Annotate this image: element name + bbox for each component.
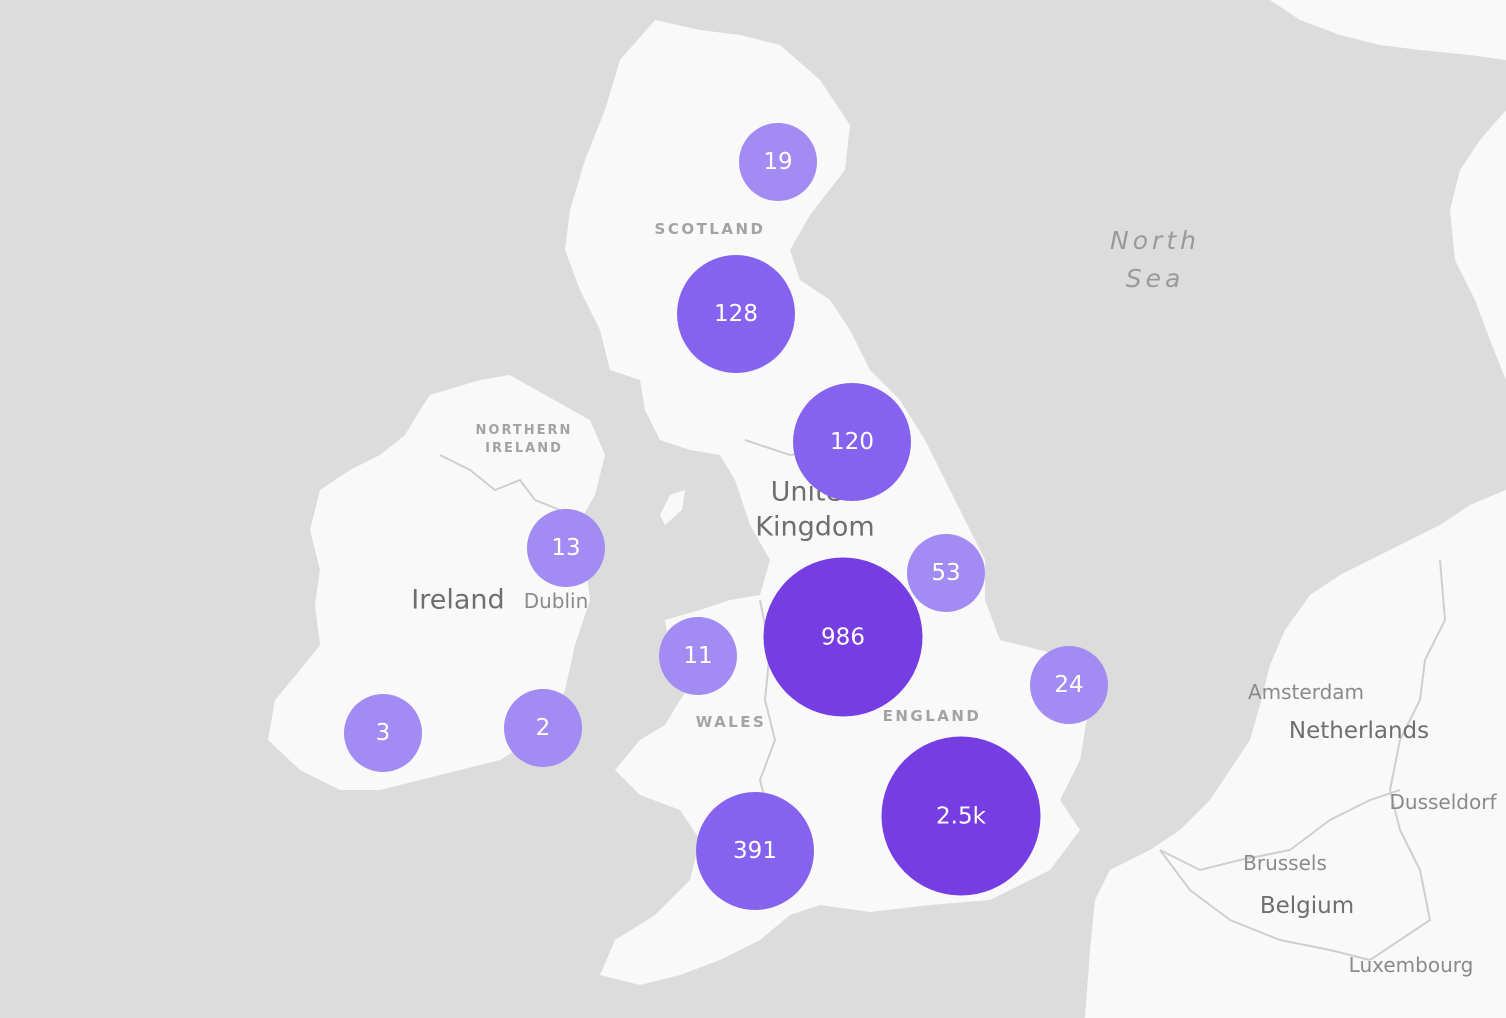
cluster-marker-midlands[interactable]: 986: [763, 557, 923, 717]
cluster-marker-north-scotland[interactable]: 19: [739, 123, 817, 201]
cluster-count: 2.5k: [936, 803, 986, 829]
label-uk-line2: Kingdom: [755, 511, 875, 543]
label-wales: WALES: [695, 713, 767, 731]
cluster-marker-southeast-ireland[interactable]: 2: [504, 689, 582, 767]
ni-border: [439, 454, 561, 511]
cluster-marker-southwest-ireland[interactable]: 3: [344, 694, 422, 772]
label-ireland: Ireland: [411, 584, 505, 616]
cluster-marker-dublin-area[interactable]: 13: [527, 509, 605, 587]
label-northern-ireland-line2: IRELAND: [485, 441, 563, 456]
cluster-marker-central-scotland[interactable]: 128: [677, 255, 795, 373]
cluster-count: 53: [931, 560, 961, 586]
nl-be-border: [1159, 789, 1401, 872]
be-fr-border: [1159, 849, 1371, 961]
continent-landmass: [1085, 490, 1506, 1018]
cluster-marker-east-anglia[interactable]: 24: [1030, 646, 1108, 724]
cluster-marker-southwest-england[interactable]: 391: [696, 792, 814, 910]
label-north-sea-line2: Sea: [1125, 264, 1185, 293]
isle-of-man: [660, 490, 685, 525]
label-northern-ireland: NORTHERN IRELAND: [476, 422, 573, 458]
scandinavia-landmass: [1270, 0, 1506, 60]
label-dusseldorf: Dusseldorf: [1389, 790, 1497, 814]
cluster-count: 13: [551, 535, 581, 561]
label-north-sea: North Sea: [1110, 222, 1200, 298]
label-dublin: Dublin: [523, 589, 589, 613]
nl-de-border: [1389, 559, 1447, 791]
be-de-border: [1369, 789, 1432, 961]
label-england: ENGLAND: [882, 707, 982, 725]
cluster-count: 120: [830, 429, 874, 455]
cluster-marker-north-england[interactable]: 120: [793, 383, 911, 501]
ireland-landmass: [268, 375, 605, 790]
denmark-landmass: [1450, 110, 1506, 380]
label-brussels: Brussels: [1243, 851, 1327, 875]
label-amsterdam: Amsterdam: [1247, 680, 1365, 704]
cluster-count: 19: [763, 149, 793, 175]
label-northern-ireland-line1: NORTHERN: [475, 423, 573, 438]
cluster-count: 3: [375, 720, 391, 746]
cluster-marker-north-wales[interactable]: 11: [659, 617, 737, 695]
label-scotland: SCOTLAND: [654, 220, 766, 238]
cluster-count: 24: [1054, 672, 1084, 698]
cluster-marker-london[interactable]: 2.5k: [881, 736, 1041, 896]
cluster-count: 391: [733, 838, 777, 864]
label-netherlands: Netherlands: [1288, 718, 1430, 744]
cluster-count: 11: [683, 643, 713, 669]
cluster-marker-yorkshire[interactable]: 53: [907, 534, 985, 612]
cluster-count: 2: [535, 715, 551, 741]
cluster-count: 986: [821, 624, 865, 650]
label-belgium: Belgium: [1259, 893, 1355, 919]
label-north-sea-line1: North: [1110, 226, 1200, 255]
label-luxembourg: Luxembourg: [1348, 953, 1474, 977]
cluster-count: 128: [714, 301, 758, 327]
